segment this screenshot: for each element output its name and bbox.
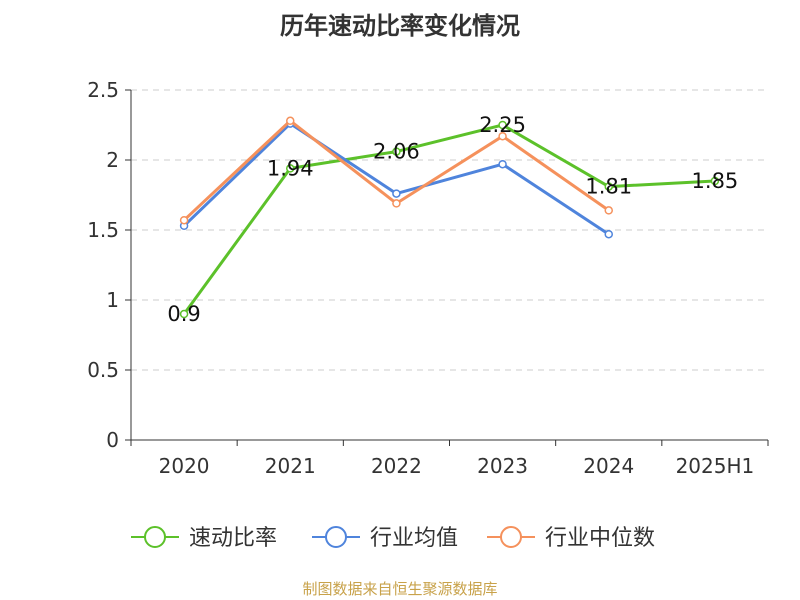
legend-marker: [500, 526, 522, 548]
series-point: [604, 229, 613, 239]
series-line-0: [182, 123, 715, 315]
series-point: [604, 206, 613, 215]
y-tick-label: 0: [106, 428, 119, 452]
data-label: 2.06: [373, 140, 420, 164]
x-tick-label: 2025H1: [676, 454, 755, 478]
data-label: 2.25: [479, 113, 526, 137]
chart-title: 历年速动比率变化情况: [280, 12, 520, 40]
legend-item: 行业中位数: [487, 526, 655, 551]
data-label: 1.94: [267, 156, 314, 180]
source-footer: 制图数据来自恒生聚源数据库: [302, 580, 498, 598]
series-point: [498, 120, 507, 130]
axes: 0 0.5 1 1.5 2 2.5 2020 2021 2022 2023 2024 2025H1: [87, 78, 769, 478]
series-point: [392, 199, 401, 208]
y-tick-label: 2.5: [87, 78, 119, 102]
data-label: 1.81: [585, 175, 632, 199]
series-point: [392, 189, 401, 198]
series-point: [604, 182, 613, 191]
x-tick-label: 2024: [583, 454, 634, 478]
legend-marker: [144, 526, 166, 548]
series-point: [710, 176, 720, 186]
legend-label: 速动比率: [189, 526, 277, 551]
legend-label: 行业均值: [370, 526, 458, 551]
series-point: [498, 159, 507, 169]
data-label: 1.85: [692, 169, 739, 193]
x-tick-label: 2021: [265, 454, 316, 478]
x-tick-label: 2020: [159, 454, 210, 478]
y-tick-label: 1.5: [87, 218, 119, 242]
x-tick-label: 2023: [477, 454, 528, 478]
grid-lines: [131, 89, 768, 371]
series-point: [179, 309, 189, 319]
series-point: [286, 116, 295, 126]
legend: 速动比率 行业均值 行业中位数: [131, 526, 655, 551]
x-tick-label: 2022: [371, 454, 422, 478]
legend-marker: [325, 526, 347, 548]
data-labels: 0.9 1.94 2.06 2.25 1.81 1.85: [167, 113, 738, 326]
series-point: [392, 147, 401, 156]
legend-item: 行业均值: [312, 526, 458, 551]
series-point: [498, 131, 507, 141]
series-lines: [179, 116, 720, 319]
y-tick-label: 0.5: [87, 358, 119, 382]
legend-item: 速动比率: [131, 526, 277, 551]
y-tick-label: 1: [106, 288, 119, 312]
series-point: [179, 215, 189, 225]
data-label: 0.9: [167, 302, 200, 326]
legend-label: 行业中位数: [545, 526, 655, 551]
series-point: [286, 164, 295, 173]
y-tick-label: 2: [106, 148, 119, 172]
